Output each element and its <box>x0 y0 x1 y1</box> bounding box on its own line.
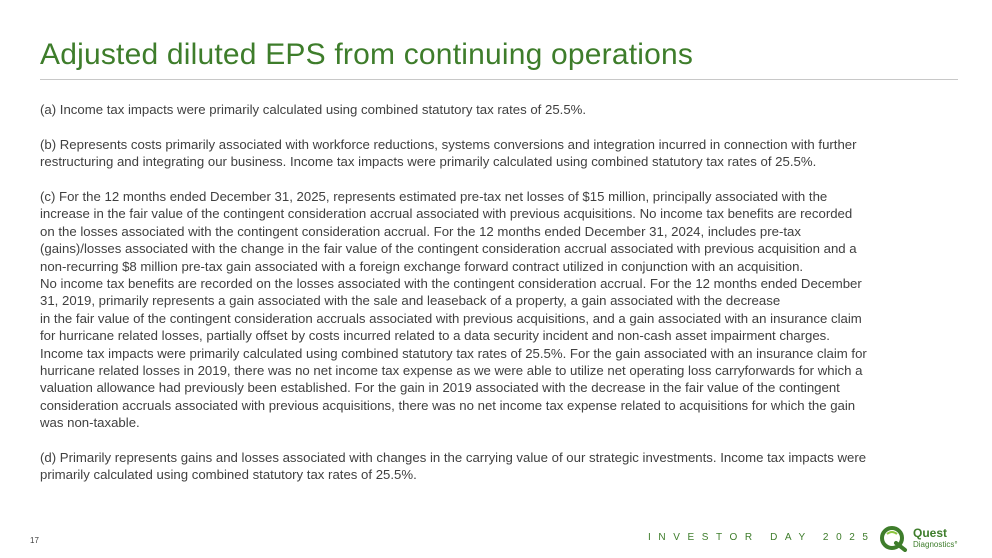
footnote-line: (gains)/losses associated with the chang… <box>40 241 857 257</box>
footnote-a: (a) Income tax impacts were primarily ca… <box>40 101 958 118</box>
footnotes: (a) Income tax impacts were primarily ca… <box>40 101 958 501</box>
footnote-c: (c) For the 12 months ended December 31,… <box>40 188 958 432</box>
footnote-d: (d) Primarily represents gains and losse… <box>40 449 958 484</box>
footnote-line: in the fair value of the contingent cons… <box>40 310 862 326</box>
footnote-line: for hurricane related losses, partially … <box>40 328 830 344</box>
footnote-line: Income tax impacts were primarily calcul… <box>40 345 867 361</box>
footnote-line: (c) For the 12 months ended December 31,… <box>40 189 828 204</box>
title-divider <box>40 79 958 80</box>
footnote-line: non-recurring $8 million pre-tax gain as… <box>40 258 804 274</box>
quest-logo-icon <box>880 526 907 552</box>
footnote-line: valuation allowance had previously been … <box>40 380 840 396</box>
logo-subtitle: Diagnostics° <box>913 540 958 549</box>
footnote-line: restructuring and integrating our busine… <box>40 154 817 170</box>
footnote-line: consideration accruals associated with p… <box>40 397 856 413</box>
company-logo: Quest Diagnostics° <box>879 524 963 552</box>
footnote-line: No income tax benefits are recorded on t… <box>40 276 862 292</box>
page-title: Adjusted diluted EPS from continuing ope… <box>40 38 694 71</box>
footnote-line: (d) Primarily represents gains and losse… <box>40 450 867 466</box>
page-number: 17 <box>30 536 39 545</box>
footnote-line: (b) Represents costs primarily associate… <box>40 136 857 152</box>
footnote-line: increase in the fair value of the contin… <box>40 206 853 222</box>
footnote-line: hurricane related losses in 2019, there … <box>40 363 863 379</box>
footnote-line: 31, 2019, primarily represents a gain as… <box>40 293 781 309</box>
footnote-line: primarily calculated using combined stat… <box>40 467 417 483</box>
footnote-line: (a) Income tax impacts were primarily ca… <box>40 102 587 117</box>
footnote-line: was non-taxable. <box>40 415 140 431</box>
logo-wordmark: Quest <box>913 526 948 540</box>
footnote-b: (b) Represents costs primarily associate… <box>40 136 958 171</box>
footnote-line: on the losses associated with the contin… <box>40 223 801 239</box>
event-label: INVESTOR DAY 2025 <box>648 532 876 543</box>
